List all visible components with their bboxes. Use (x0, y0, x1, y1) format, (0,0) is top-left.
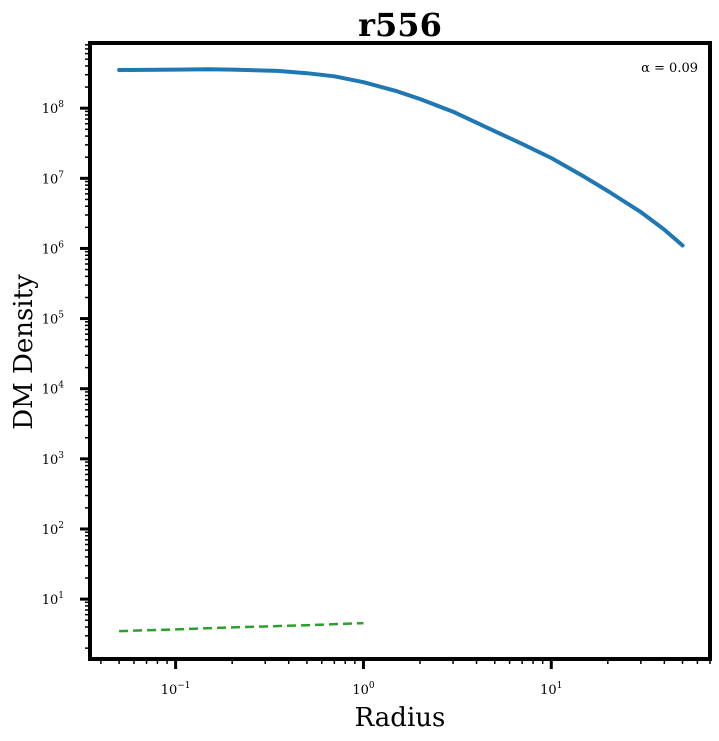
y-tick-label: 108 (42, 100, 65, 117)
y-tick-label: 105 (42, 311, 65, 328)
y-tick-label: 104 (42, 381, 65, 398)
y-tick-label: 106 (42, 240, 65, 257)
series-line-0 (117, 67, 685, 248)
y-tick-label: 103 (42, 451, 65, 468)
series-layer (117, 67, 685, 633)
chart-title: r556 (358, 6, 442, 44)
y-tick-label: 102 (42, 521, 64, 538)
x-tick-label: 10−1 (161, 681, 191, 698)
alpha-annotation: α = 0.09 (641, 61, 698, 76)
y-tick-label: 101 (42, 591, 64, 608)
minor-ticks (85, 44, 711, 664)
x-axis-label: Radius (355, 703, 446, 733)
series-line-1 (119, 621, 364, 633)
plot-frame (88, 41, 712, 661)
y-tick-label: 107 (42, 170, 65, 187)
tick-labels: 10−1 100 101 101 102 103 104 105 106 107 108 (42, 100, 563, 698)
x-tick-label: 100 (352, 681, 375, 698)
y-axis-label: DM Density (9, 274, 39, 430)
major-ticks (80, 106, 553, 669)
x-tick-label: 101 (540, 681, 562, 698)
